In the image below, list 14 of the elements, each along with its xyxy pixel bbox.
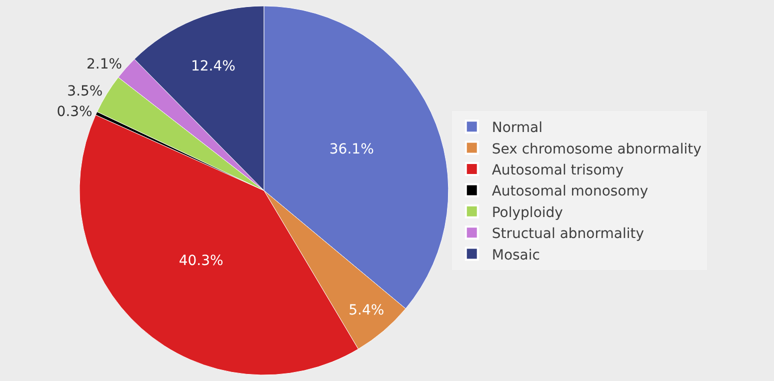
data-label: 2.1% [86, 56, 122, 72]
legend-label: Polyploidy [492, 204, 563, 221]
legend-label: Autosomal trisomy [492, 162, 624, 178]
data-label: 12.4% [190, 58, 236, 75]
data-label: 40.3% [178, 252, 224, 269]
legend-label: Autosomal monosomy [492, 184, 648, 200]
legend-label: Structual abnormality [492, 226, 644, 242]
data-label: 0.3% [56, 104, 92, 120]
legend-label: Sex chromosome abnormality [492, 141, 702, 158]
legend-label: Mosaic [492, 247, 540, 264]
legend-label: Normal [492, 120, 543, 136]
data-label: 3.5% [67, 84, 103, 100]
data-label: 5.4% [348, 302, 384, 319]
data-label: 36.1% [329, 141, 374, 158]
